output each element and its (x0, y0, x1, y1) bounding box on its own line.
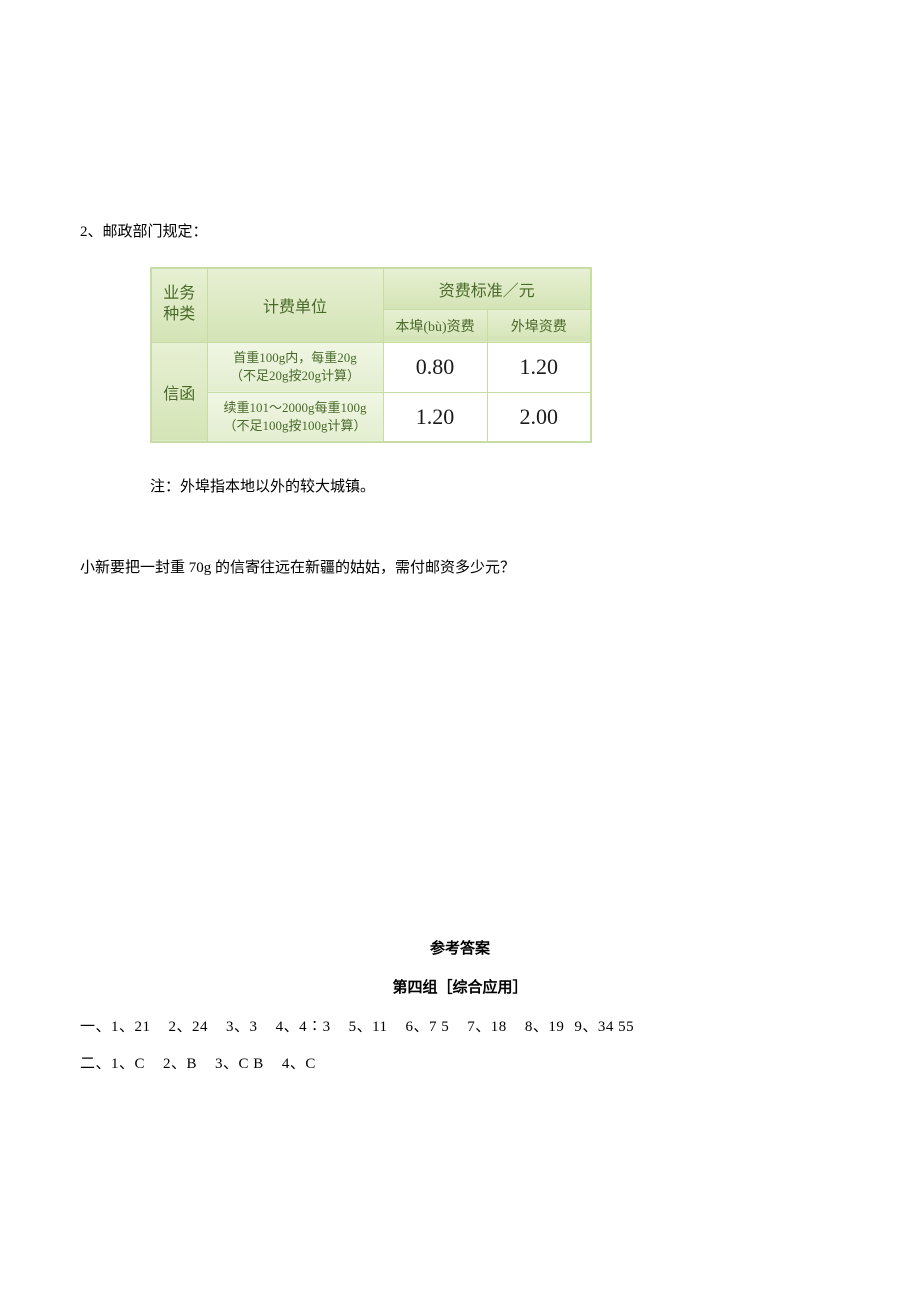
ans1-item-2: 3、3 (226, 1019, 258, 1035)
ans1-prefix: 一、 (80, 1019, 111, 1035)
col-header-unit: 计费单位 (207, 268, 383, 342)
ans1-item-6: 7、18 (467, 1019, 507, 1035)
table-cell-desc-1: 续重101～2000g每重100g （不足100g按100g计算） (207, 392, 383, 442)
postage-rate-table: 业务 种类 计费单位 资费标准／元 本埠(bù)资费 外埠资费 信函 首重100… (150, 267, 592, 443)
ans1-item-7: 8、19 (525, 1019, 565, 1035)
ans2-item-1: 2、B (163, 1056, 197, 1072)
table-cell-remote-0: 1.20 (487, 342, 591, 392)
ans1-item-0: 1、21 (111, 1019, 151, 1035)
rate-table-container: 业务 种类 计费单位 资费标准／元 本埠(bù)资费 外埠资费 信函 首重100… (150, 267, 840, 443)
answers-subtitle: 第四组［综合应用］ (80, 976, 840, 997)
row-label-letter: 信函 (151, 342, 207, 442)
desc-0-line2: （不足20g按20g计算） (208, 367, 383, 385)
table-cell-local-1: 1.20 (383, 392, 487, 442)
ans1-item-1: 2、24 (169, 1019, 209, 1035)
ans1-item-5: 6、7 5 (406, 1019, 450, 1035)
answers-line-2: 二、1、C 2、B 3、C B 4、C (80, 1052, 840, 1073)
answers-line-1: 一、1、21 2、24 3、3 4、4∶3 5、11 6、7 5 7、18 8、19 9、34 … (80, 1015, 840, 1036)
table-note: 注：外埠指本地以外的较大城镇。 (150, 475, 840, 496)
ans2-item-3: 4、C (282, 1056, 316, 1072)
ans1-item-4: 5、11 (349, 1019, 388, 1035)
question-2-title: 2、邮政部门规定： (80, 220, 840, 241)
table-cell-desc-0: 首重100g内，每重20g （不足20g按20g计算） (207, 342, 383, 392)
col-header-local-fee: 本埠(bù)资费 (383, 309, 487, 342)
col-header-fee-std: 资费标准／元 (383, 268, 591, 309)
table-cell-remote-1: 2.00 (487, 392, 591, 442)
desc-1-line1: 续重101～2000g每重100g (208, 399, 383, 417)
desc-1-line2: （不足100g按100g计算） (208, 417, 383, 435)
ans2-prefix: 二、 (80, 1056, 111, 1072)
ans2-item-2: 3、C B (215, 1056, 264, 1072)
ans1-item-8: 9、34 55 (574, 1019, 634, 1035)
question-2-body: 小新要把一封重 70g 的信寄往远在新疆的姑姑，需付邮资多少元？ (80, 556, 840, 577)
desc-0-line1: 首重100g内，每重20g (208, 349, 383, 367)
table-cell-local-0: 0.80 (383, 342, 487, 392)
answers-title: 参考答案 (80, 937, 840, 958)
ans1-item-3: 4、4∶3 (276, 1019, 331, 1035)
col-header-biz-type: 业务 种类 (151, 268, 207, 342)
col-header-biz-type-text: 业务 种类 (163, 284, 195, 326)
ans2-item-0: 1、C (111, 1056, 145, 1072)
col-header-remote-fee: 外埠资费 (487, 309, 591, 342)
